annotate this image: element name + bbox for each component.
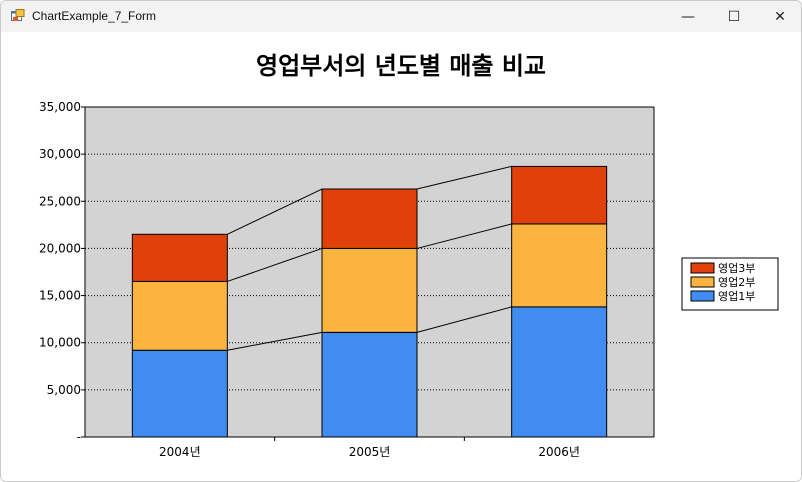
bar-영업1부-2006년 — [511, 306, 608, 438]
window-title: ChartExample_7_Form — [32, 9, 157, 23]
legend-swatch-영업1부 — [690, 290, 715, 302]
bar-영업2부-2006년 — [511, 223, 608, 308]
maximize-icon: ☐ — [727, 8, 741, 25]
bar-영업1부-2005년 — [321, 331, 418, 438]
app-icon — [11, 9, 25, 21]
bar-영업1부-2004년 — [131, 349, 228, 438]
y-axis-ticks: - 5,000 10,000 15,000 20,000 25,000 30,000 35,0… — [39, 100, 85, 444]
x-tick-label-1: 2005년 — [349, 445, 391, 459]
bars — [131, 165, 608, 438]
connector-영업3부-0 — [227, 188, 323, 235]
stacked-bar-chart: 영업부서의 년도별 매출 비교 - 5,000 10,000 15,000 20,000… — [39, 52, 779, 459]
bar-영업3부-2004년 — [131, 233, 228, 282]
maximize-button[interactable]: ☐ — [711, 1, 757, 32]
minimize-icon: — — [681, 8, 695, 25]
legend-label-영업3부: 영업3부 — [718, 262, 755, 275]
y-tick-label-0: - — [77, 430, 81, 444]
chart-area: 영업부서의 년도별 매출 비교 - 5,000 10,000 15,000 20,000… — [1, 32, 801, 481]
connector-영업2부-1 — [416, 223, 512, 249]
minimize-button[interactable]: — — [665, 1, 711, 32]
close-icon: ✕ — [774, 8, 786, 25]
bar-영업2부-2005년 — [321, 247, 418, 333]
bar-영업3부-2006년 — [511, 165, 608, 225]
y-tick-label-6: 30,000 — [39, 147, 81, 161]
connector-영업3부-1 — [416, 165, 512, 190]
close-button[interactable]: ✕ — [757, 1, 801, 32]
series-connectors — [227, 165, 512, 351]
y-tick-label-4: 20,000 — [39, 241, 81, 255]
bar-영업3부-2005년 — [321, 188, 418, 249]
chart-title: 영업부서의 년도별 매출 비교 — [256, 52, 546, 80]
connector-영업2부-0 — [227, 247, 323, 282]
legend-label-영업2부: 영업2부 — [718, 276, 755, 289]
legend-swatch-영업3부 — [690, 262, 715, 274]
y-tick-label-1: 5,000 — [47, 383, 81, 397]
bar-영업2부-2004년 — [131, 280, 228, 351]
x-tick-label-0: 2004년 — [159, 445, 201, 459]
legend-label-영업1부: 영업1부 — [718, 290, 755, 303]
title-bar[interactable]: ChartExample_7_Form — ☐ ✕ — [1, 1, 801, 32]
connector-영업1부-1 — [416, 306, 512, 333]
y-tick-label-7: 35,000 — [39, 100, 81, 114]
x-axis-ticks: 2004년 2005년 2006년 — [159, 437, 580, 459]
connector-영업1부-0 — [227, 331, 323, 351]
x-tick-label-2: 2006년 — [538, 445, 580, 459]
legend-swatch-영업2부 — [690, 276, 715, 288]
y-tick-label-3: 15,000 — [39, 289, 81, 303]
y-tick-label-5: 25,000 — [39, 194, 81, 208]
y-tick-label-2: 10,000 — [39, 336, 81, 350]
